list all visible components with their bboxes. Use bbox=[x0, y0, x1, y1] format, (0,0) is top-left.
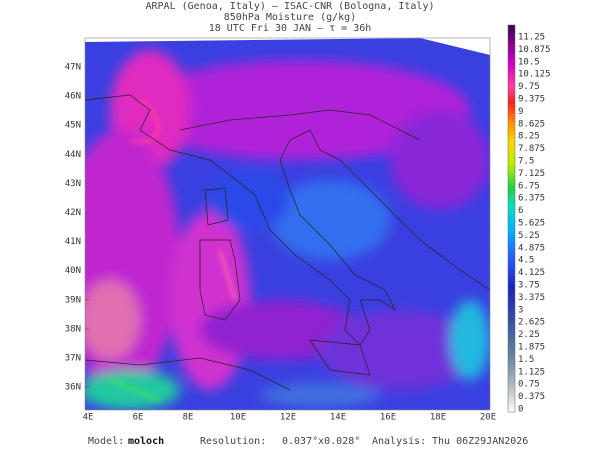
footer-value: moloch bbox=[128, 436, 164, 447]
colorbar-label: 1.875 bbox=[518, 343, 545, 353]
moisture-field bbox=[85, 38, 490, 410]
colorbar-label: 0.375 bbox=[518, 392, 545, 402]
longitude-label: 10E bbox=[230, 413, 246, 423]
latitude-label: 37N bbox=[65, 354, 81, 364]
coastlines bbox=[84, 94, 491, 391]
latitude-label: 39N bbox=[65, 295, 81, 305]
footer-label: Analysis: bbox=[372, 436, 426, 447]
colorbar-label: 0 bbox=[518, 405, 523, 415]
latitude-label: 43N bbox=[65, 179, 81, 189]
longitude-label: 20E bbox=[480, 413, 496, 423]
colorbar-label: 6.375 bbox=[518, 194, 545, 204]
colorbar-label: 6.75 bbox=[518, 181, 540, 191]
colorbar-label: 7.5 bbox=[518, 157, 534, 167]
colorbar-label: 0.75 bbox=[518, 380, 540, 390]
colorbar-label: 2.25 bbox=[518, 330, 540, 340]
header-line: 850hPa Moisture (g/kg) bbox=[224, 12, 356, 23]
latitude-label: 42N bbox=[65, 208, 81, 218]
latitude-label: 46N bbox=[65, 92, 81, 102]
latitude-label: 36N bbox=[65, 383, 81, 393]
latitude-label: 38N bbox=[65, 324, 81, 334]
latitude-label: 44N bbox=[65, 150, 81, 160]
latitude-label: 40N bbox=[65, 266, 81, 276]
colorbar bbox=[507, 24, 516, 413]
longitude-label: 12E bbox=[280, 413, 296, 423]
colorbar-label: 9 bbox=[518, 107, 523, 117]
colorbar-label: 2.625 bbox=[518, 318, 545, 328]
colorbar-label: 9.75 bbox=[518, 82, 540, 92]
header-line: ARPAL (Genoa, Italy) — ISAC-CNR (Bologna… bbox=[146, 1, 435, 12]
colorbar-label: 8.25 bbox=[518, 132, 540, 142]
colorbar-label: 10.875 bbox=[518, 45, 551, 55]
footer-value: Thu 06Z29JAN2026 bbox=[432, 436, 528, 447]
latitude-label: 45N bbox=[65, 121, 81, 131]
footer-label: Model: bbox=[88, 436, 124, 447]
longitude-label: 18E bbox=[430, 413, 446, 423]
longitude-label: 8E bbox=[183, 413, 194, 423]
colorbar-label: 5.625 bbox=[518, 219, 545, 229]
colorbar-label: 4.125 bbox=[518, 268, 545, 278]
longitude-label: 4E bbox=[83, 413, 94, 423]
colorbar-label: 4.875 bbox=[518, 243, 545, 253]
colorbar-label: 8.625 bbox=[518, 119, 545, 129]
colorbar-label: 3.375 bbox=[518, 293, 545, 303]
colorbar-label: 1.125 bbox=[518, 367, 545, 377]
colorbar-label: 4.5 bbox=[518, 256, 534, 266]
colorbar-label: 10.125 bbox=[518, 70, 551, 80]
latitude-label: 41N bbox=[65, 237, 81, 247]
colorbar-label: 6 bbox=[518, 206, 523, 216]
colorbar-label: 7.125 bbox=[518, 169, 545, 179]
colorbar-label: 3.75 bbox=[518, 281, 540, 291]
colorbar-label: 7.875 bbox=[518, 144, 545, 154]
colorbar-label: 5.25 bbox=[518, 231, 540, 241]
footer-label: Resolution: bbox=[200, 436, 266, 447]
colorbar-label: 10.5 bbox=[518, 57, 540, 67]
longitude-label: 16E bbox=[380, 413, 396, 423]
longitude-label: 6E bbox=[133, 413, 144, 423]
colorbar-label: 3 bbox=[518, 305, 523, 315]
colorbar-label: 9.375 bbox=[518, 95, 545, 105]
map-frame bbox=[84, 37, 491, 411]
latitude-label: 47N bbox=[65, 63, 81, 73]
colorbar-label: 11.25 bbox=[518, 33, 545, 43]
colorbar-label: 1.5 bbox=[518, 355, 534, 365]
footer-value: 0.037°x0.028° bbox=[282, 436, 360, 447]
longitude-label: 14E bbox=[330, 413, 346, 423]
header-line: 18 UTC Fri 30 JAN — τ = 36h bbox=[209, 23, 372, 34]
